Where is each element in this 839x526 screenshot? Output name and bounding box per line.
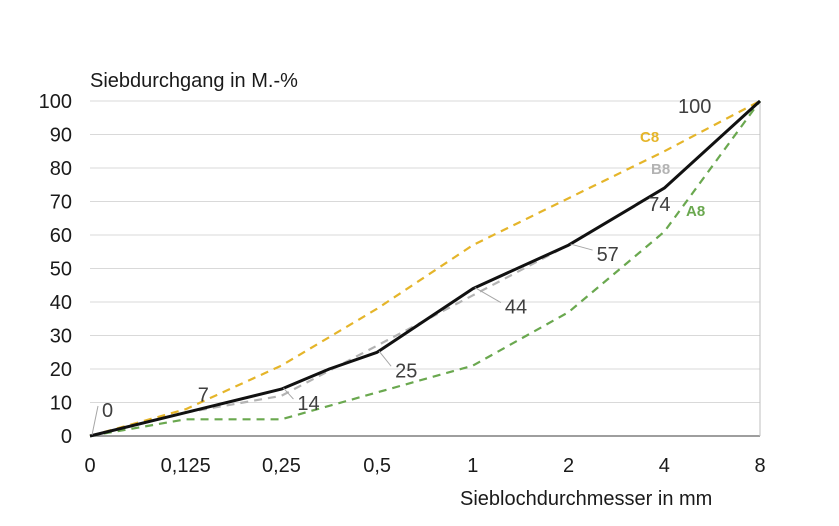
axes: [90, 101, 761, 437]
x-tick-label: 0: [84, 455, 95, 477]
y-tick-label: 10: [50, 393, 72, 415]
y-tick-label: 40: [50, 292, 72, 314]
series-line-a8: [89, 100, 761, 438]
data-label-leader: [378, 350, 392, 367]
x-tick-label: 0,25: [262, 455, 301, 477]
data-label: 7: [198, 385, 209, 407]
x-tick-labels: 0 0,125 0,25 0,5 1 2 4 8: [84, 455, 765, 477]
x-tick-label: 8: [754, 455, 765, 477]
series-label-c8: C8: [640, 129, 659, 146]
label-leaders: [91, 243, 593, 436]
data-label-leader: [283, 387, 294, 400]
y-tick-label: 80: [50, 158, 72, 180]
y-axis-title: Siebdurchgang in M.-%: [90, 70, 298, 92]
data-label: 25: [395, 360, 417, 382]
y-tick-label: 100: [39, 91, 72, 113]
series-line-measured: [89, 99, 762, 438]
y-tick-label: 70: [50, 192, 72, 214]
series-lines: [89, 99, 762, 438]
data-label: 14: [297, 393, 319, 415]
y-tick-label: 50: [50, 259, 72, 281]
y-tick-labels: 0 10 20 30 40 50 60 70 80 90 100: [39, 91, 72, 448]
grid-lines: [90, 100, 760, 403]
series-labels: C8 B8 A8: [640, 129, 705, 220]
y-tick-label: 30: [50, 326, 72, 348]
data-label-leader: [570, 243, 593, 251]
data-label: 100: [678, 96, 711, 118]
data-labels: 0 7 14 25 44 57 74 100: [102, 96, 711, 422]
data-label-leader: [474, 287, 502, 304]
series-line-c8: [89, 100, 761, 438]
y-tick-label: 20: [50, 359, 72, 381]
x-tick-label: 1: [467, 455, 478, 477]
data-label: 44: [505, 297, 527, 319]
y-tick-label: 0: [61, 426, 72, 448]
data-label-leader: [91, 405, 99, 436]
data-label: 74: [648, 194, 670, 216]
x-tick-label: 0,125: [161, 455, 211, 477]
y-tick-label: 90: [50, 125, 72, 147]
data-label: 57: [597, 244, 619, 266]
x-axis-title: Sieblochdurchmesser in mm: [460, 488, 713, 510]
y-tick-label: 60: [50, 225, 72, 247]
x-tick-label: 0,5: [363, 455, 391, 477]
series-label-a8: A8: [686, 203, 705, 220]
series-label-b8: B8: [651, 161, 670, 178]
data-label: 0: [102, 400, 113, 422]
x-tick-label: 4: [659, 455, 670, 477]
x-tick-label: 2: [563, 455, 574, 477]
